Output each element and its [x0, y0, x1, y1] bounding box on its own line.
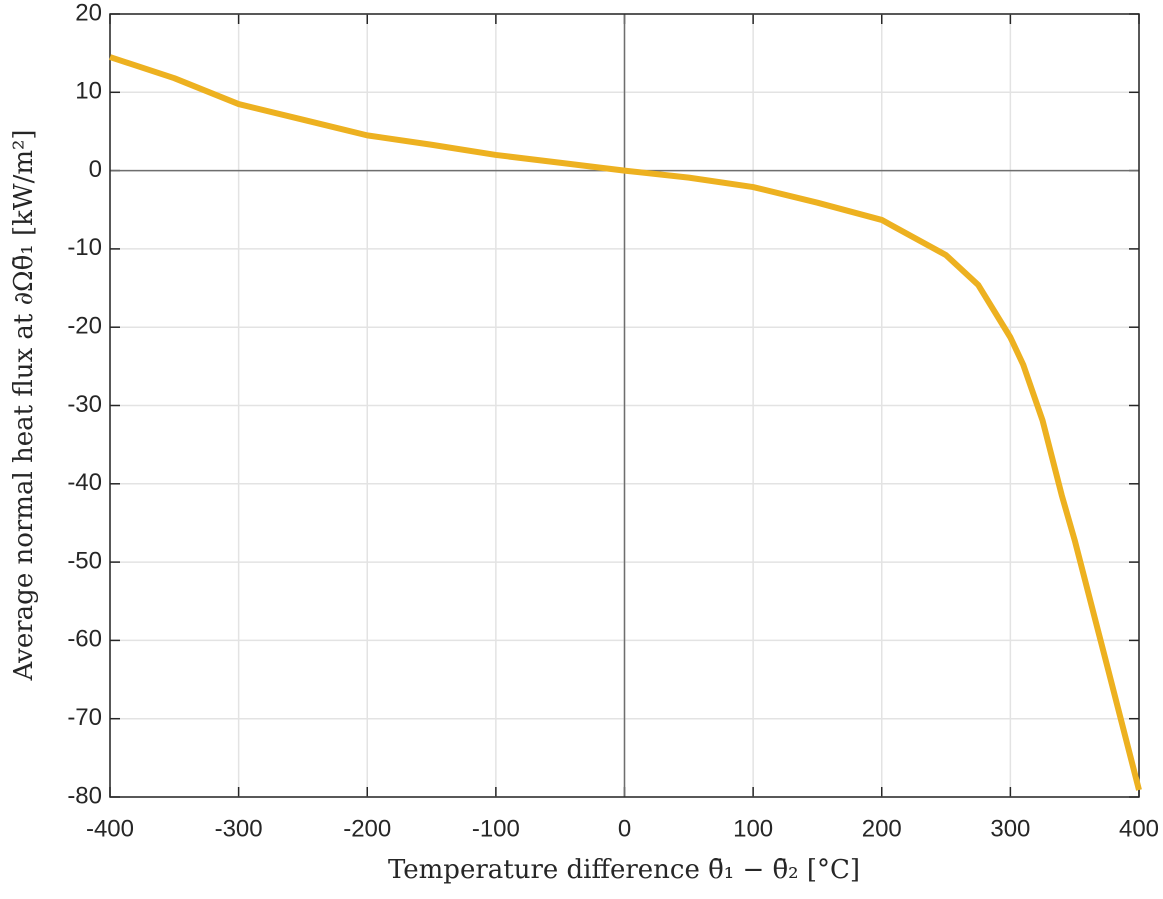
data-line: [109, 54, 1142, 791]
y-tick-label: -40: [67, 469, 102, 496]
x-tick-label: -200: [343, 815, 391, 842]
plot-frame: [109, 13, 1140, 798]
y-axis-label: Average normal heat flux at ∂Ωθ̄₁ [kW/m²…: [9, 129, 39, 681]
y-tick-label: 20: [75, 0, 102, 26]
y-tick-label: -50: [67, 547, 102, 574]
x-tick-label: -400: [86, 815, 134, 842]
y-tick-label: 10: [75, 78, 102, 105]
y-tick-label: -10: [67, 234, 102, 261]
y-tick-label: -20: [67, 313, 102, 340]
y-tick-label: -70: [67, 704, 102, 731]
x-tick-label: 400: [1119, 815, 1159, 842]
x-tick-label: 300: [990, 815, 1030, 842]
y-tick-label: -30: [67, 391, 102, 418]
y-tick-label: 0: [89, 156, 102, 183]
x-tick-label: 0: [618, 815, 631, 842]
y-tick-label: -80: [67, 782, 102, 809]
y-tick-label: -60: [67, 626, 102, 653]
x-axis-label: Temperature difference θ̄₁ − θ̄₂ [°C]: [388, 855, 860, 885]
x-tick-label: -100: [472, 815, 520, 842]
x-tick-label: -300: [215, 815, 263, 842]
x-tick-label: 200: [862, 815, 902, 842]
x-tick-label: 100: [733, 815, 773, 842]
